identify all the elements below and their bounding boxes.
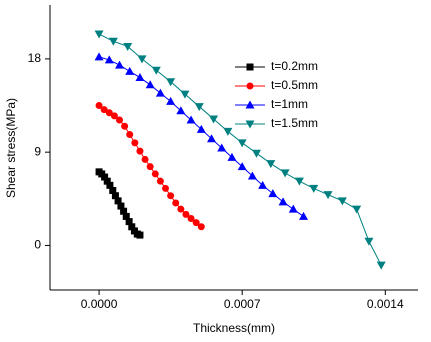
x-tick-label: 0.0007 (224, 297, 261, 311)
marker (182, 210, 190, 218)
marker (337, 197, 347, 206)
marker (136, 231, 144, 239)
marker (280, 169, 290, 178)
marker (104, 55, 114, 64)
marker (146, 163, 154, 171)
marker (123, 42, 133, 51)
marker (251, 149, 261, 158)
marker (309, 184, 319, 193)
y-tick-label: 9 (34, 144, 41, 158)
marker (197, 223, 205, 231)
marker (121, 122, 129, 130)
marker (194, 103, 204, 112)
marker (151, 170, 159, 178)
marker (217, 143, 227, 152)
marker (151, 66, 161, 75)
marker (109, 187, 117, 195)
marker (227, 152, 237, 161)
marker (246, 63, 254, 71)
marker (209, 115, 219, 124)
marker (162, 184, 170, 192)
marker (103, 177, 111, 185)
marker (131, 139, 139, 147)
marker (116, 116, 124, 124)
marker (352, 205, 362, 214)
legend-label: t=0.2mm (271, 59, 318, 73)
marker (258, 180, 268, 189)
marker (137, 55, 147, 64)
marker (245, 100, 255, 109)
marker (101, 173, 109, 181)
legend-label: t=0.5mm (271, 78, 318, 92)
marker (120, 207, 128, 215)
marker (192, 219, 200, 227)
marker (237, 139, 247, 148)
marker (196, 124, 206, 133)
marker (172, 199, 180, 207)
marker (106, 181, 114, 189)
marker (126, 131, 134, 139)
marker (323, 191, 333, 200)
marker (117, 202, 125, 210)
legend-label: t=1.5mm (271, 116, 318, 130)
marker (111, 192, 119, 200)
marker (247, 171, 257, 180)
marker (299, 211, 309, 220)
marker (166, 96, 176, 105)
marker (114, 197, 122, 205)
marker (125, 66, 135, 75)
y-tick-label: 18 (28, 51, 42, 65)
marker (294, 177, 304, 186)
marker (135, 73, 145, 82)
marker (207, 134, 217, 143)
y-axis-label: Shear stress(MPa) (4, 98, 18, 198)
marker (108, 37, 118, 46)
marker (268, 189, 278, 198)
marker (122, 212, 130, 220)
marker (136, 147, 144, 155)
x-tick-label: 0.0014 (367, 297, 404, 311)
marker (155, 88, 165, 97)
marker (94, 30, 104, 39)
marker (180, 90, 190, 99)
marker (105, 109, 113, 117)
marker (237, 162, 247, 171)
marker (266, 160, 276, 169)
marker (376, 261, 386, 270)
marker (128, 223, 136, 231)
marker (245, 120, 255, 129)
x-tick-label: 0.0000 (81, 297, 118, 311)
marker (167, 192, 175, 200)
marker (141, 155, 149, 163)
legend-label: t=1mm (271, 97, 308, 111)
marker (278, 197, 288, 206)
marker (125, 218, 133, 226)
x-axis-label: Thickness(mm) (193, 321, 275, 335)
marker (145, 80, 155, 89)
marker (288, 204, 298, 213)
marker (246, 82, 254, 90)
y-tick-label: 0 (34, 238, 41, 252)
marker (186, 115, 196, 124)
marker (94, 52, 104, 61)
marker (95, 102, 103, 110)
marker (115, 60, 125, 69)
marker (110, 112, 118, 120)
marker (223, 127, 233, 136)
marker (176, 106, 186, 115)
marker (364, 237, 374, 246)
marker (166, 78, 176, 87)
marker (177, 205, 185, 213)
marker (156, 177, 164, 185)
marker (187, 214, 195, 222)
marker (100, 106, 108, 114)
